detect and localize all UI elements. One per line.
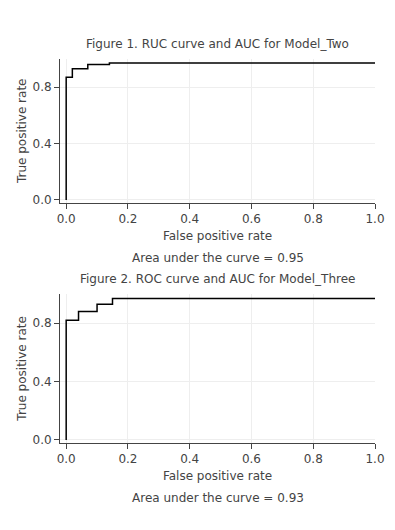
svg-text:Figure 1. RUC curve and AUC fo: Figure 1. RUC curve and AUC for Model_Tw… (86, 37, 349, 51)
svg-text:0.4: 0.4 (180, 212, 199, 226)
svg-text:0.4: 0.4 (33, 137, 52, 151)
svg-text:0.6: 0.6 (242, 212, 261, 226)
svg-text:Area under the curve = 0.95: Area under the curve = 0.95 (132, 251, 304, 265)
svg-text:True positive rate: True positive rate (15, 79, 29, 185)
svg-text:1.0: 1.0 (365, 212, 384, 226)
svg-text:0.4: 0.4 (180, 452, 199, 466)
svg-text:0.8: 0.8 (304, 452, 323, 466)
svg-text:1.0: 1.0 (365, 452, 384, 466)
svg-text:Area under the curve = 0.93: Area under the curve = 0.93 (132, 491, 304, 505)
svg-text:False positive rate: False positive rate (163, 229, 272, 243)
svg-text:True positive rate: True positive rate (15, 316, 29, 422)
svg-text:0.0: 0.0 (33, 193, 52, 207)
svg-text:0.8: 0.8 (33, 80, 52, 94)
svg-text:Figure 2. ROC curve and AUC fo: Figure 2. ROC curve and AUC for Model_Th… (80, 272, 355, 286)
svg-text:0.0: 0.0 (57, 212, 76, 226)
svg-text:0.0: 0.0 (33, 433, 52, 447)
svg-text:0.2: 0.2 (118, 452, 137, 466)
svg-text:0.4: 0.4 (33, 375, 52, 389)
svg-text:0.8: 0.8 (304, 212, 323, 226)
svg-text:0.2: 0.2 (118, 212, 137, 226)
svg-text:0.8: 0.8 (33, 316, 52, 330)
svg-text:0.0: 0.0 (57, 452, 76, 466)
svg-text:0.6: 0.6 (242, 452, 261, 466)
svg-text:False positive rate: False positive rate (163, 469, 272, 483)
